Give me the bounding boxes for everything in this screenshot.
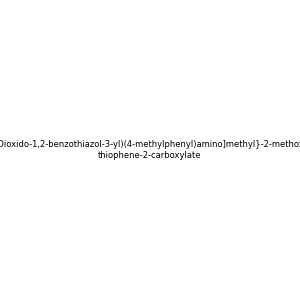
Text: 4-{[(1,1-Dioxido-1,2-benzothiazol-3-yl)(4-methylphenyl)amino]methyl}-2-methoxyph: 4-{[(1,1-Dioxido-1,2-benzothiazol-3-yl)(… xyxy=(0,140,300,160)
